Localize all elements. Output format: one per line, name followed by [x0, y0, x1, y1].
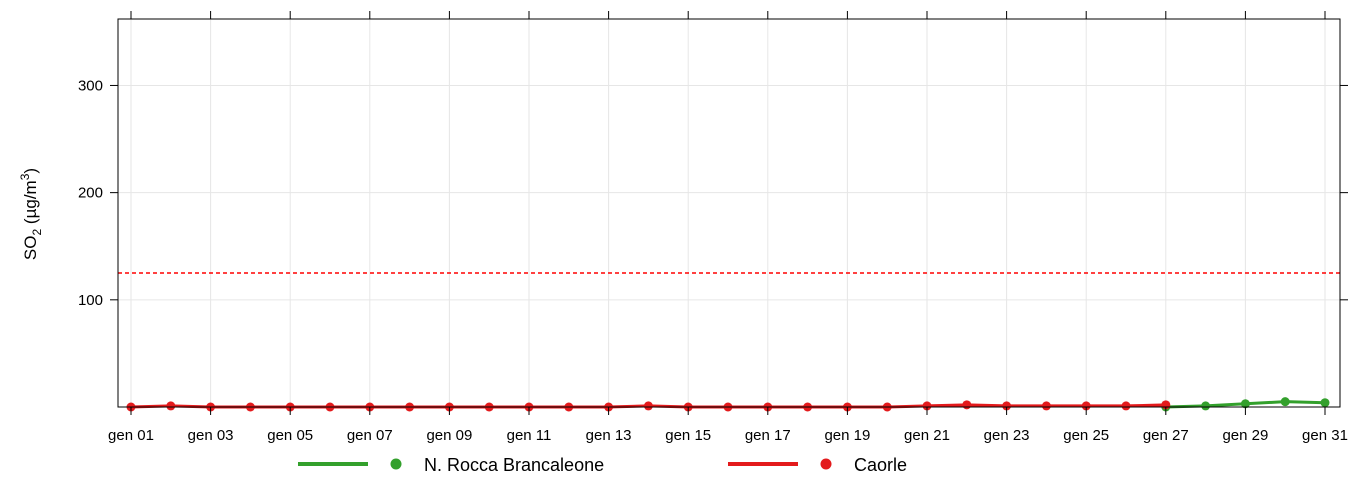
x-tick-label: gen 21	[904, 427, 950, 444]
legend: N. Rocca Brancaleone Caorle	[298, 455, 907, 475]
x-tick-label: gen 17	[745, 427, 791, 444]
y-axis-title-unit: (µg/m	[21, 180, 40, 229]
x-tick-label: gen 13	[586, 427, 632, 444]
data-point-n-rocca-brancaleone	[1320, 398, 1330, 408]
x-tick-label: gen 23	[984, 427, 1030, 444]
plot-frame	[117, 18, 1341, 408]
legend-label-caorle: Caorle	[854, 455, 907, 475]
legend-marker-n-rocca-brancaleone	[390, 458, 402, 470]
data-point-caorle	[643, 401, 653, 411]
y-axis-title-superscript: 3	[18, 173, 32, 180]
x-tick-label: gen 19	[824, 427, 870, 444]
data-point-caorle	[1121, 401, 1131, 411]
x-tick-label: gen 11	[507, 427, 552, 444]
y-axis-title: SO2 (µg/m3)	[18, 168, 44, 260]
y-tick-label: 100	[78, 292, 103, 309]
data-point-n-rocca-brancaleone	[1201, 401, 1211, 411]
x-tick-label: gen 25	[1063, 427, 1109, 444]
y-axis-title-close: )	[21, 168, 40, 174]
data-point-caorle	[1002, 401, 1012, 411]
data-point-caorle	[1081, 401, 1091, 411]
legend-marker-caorle	[820, 458, 832, 470]
data-point-caorle	[922, 401, 932, 411]
x-tick-label: gen 01	[108, 427, 154, 444]
data-point-caorle	[962, 400, 972, 410]
x-tick-label: gen 29	[1222, 427, 1268, 444]
data-series	[126, 397, 1330, 412]
x-tick-label: gen 05	[267, 427, 313, 444]
y-axis-title-main: SO	[21, 236, 40, 261]
legend-label-n-rocca-brancaleone: N. Rocca Brancaleone	[424, 455, 604, 475]
x-tick-label: gen 03	[188, 427, 234, 444]
y-axis-title-subscript: 2	[30, 229, 44, 236]
x-tick-label: gen 31	[1302, 427, 1348, 444]
y-tick-label: 300	[78, 77, 103, 94]
tick-labels: gen 01 gen 03 gen 05 gen 07 gen 09 gen 11 gen …	[78, 77, 1348, 444]
data-point-n-rocca-brancaleone	[1280, 397, 1290, 407]
y-tick-label: 200	[78, 185, 103, 202]
data-point-caorle	[166, 401, 176, 411]
data-point-caorle	[1041, 401, 1051, 411]
axis-ticks	[110, 11, 1348, 415]
x-tick-label: gen 27	[1143, 427, 1189, 444]
x-tick-label: gen 15	[665, 427, 711, 444]
x-tick-label: gen 09	[426, 427, 472, 444]
grid-lines	[118, 19, 1340, 407]
data-point-n-rocca-brancaleone	[1240, 399, 1250, 409]
x-tick-label: gen 07	[347, 427, 393, 444]
